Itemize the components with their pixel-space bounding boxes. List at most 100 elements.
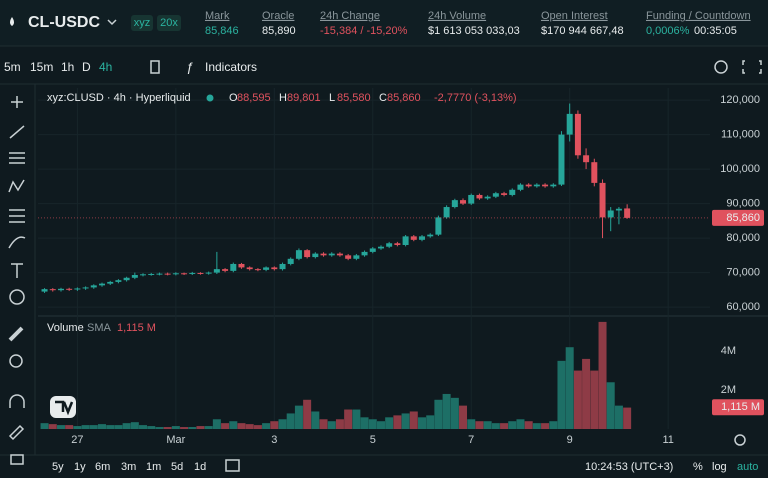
legend: xyz:CLUSD · 4h · Hyperliquid <box>47 92 191 104</box>
tool[interactable] <box>9 209 25 223</box>
tool[interactable] <box>11 96 23 108</box>
x-tick-label: Mar <box>166 434 185 446</box>
volume-bar <box>590 370 599 429</box>
candle-body <box>263 267 270 270</box>
stat-label: 24h Change <box>320 10 380 22</box>
volume-bar <box>237 423 246 429</box>
volume-bar <box>294 405 303 429</box>
y-tick-label: 4M <box>721 345 736 357</box>
tool[interactable] <box>9 354 23 368</box>
stat-value: $1 613 053 033,03 <box>428 25 520 37</box>
volume-bar <box>385 417 394 429</box>
volume-bar <box>549 421 558 429</box>
fx-icon[interactable]: ƒ <box>186 59 193 74</box>
search-icon[interactable] <box>714 60 728 74</box>
badge <box>131 15 153 31</box>
chevron[interactable] <box>107 19 117 26</box>
volume-bar <box>245 424 254 429</box>
tool[interactable] <box>10 454 24 465</box>
volume-bar <box>229 421 238 429</box>
range[interactable]: 5y <box>52 461 64 473</box>
scale-option[interactable]: auto <box>737 461 758 473</box>
candle-icon[interactable] <box>150 60 160 74</box>
y-tick-label: 2M <box>721 384 736 396</box>
tool[interactable] <box>9 125 25 139</box>
stat-label: Funding / Countdown <box>646 10 751 22</box>
tool[interactable] <box>8 424 25 441</box>
volume-bar <box>450 397 459 429</box>
interval[interactable]: 15m <box>30 60 53 74</box>
tool[interactable] <box>9 289 25 305</box>
scale-option[interactable]: % <box>693 461 703 473</box>
interval[interactable]: 1h <box>61 60 74 74</box>
candle-body <box>558 134 565 185</box>
volume-bar <box>344 409 353 429</box>
tool[interactable] <box>8 236 26 249</box>
candle-body <box>99 283 105 286</box>
volume-bar <box>434 399 443 429</box>
range[interactable]: 1d <box>194 461 206 473</box>
volume-bar <box>614 405 623 429</box>
volume-bar <box>459 405 468 429</box>
volume-bar <box>524 421 533 429</box>
interval[interactable]: D <box>82 60 91 74</box>
range[interactable]: 3m <box>121 461 136 473</box>
left-tools <box>8 96 26 465</box>
volume-bar <box>114 425 123 429</box>
candle-body <box>156 273 163 275</box>
sma-value-label: 1,115 M <box>721 401 760 413</box>
candle-body <box>189 272 196 274</box>
tool[interactable] <box>8 326 24 342</box>
badge <box>157 15 181 31</box>
volume-title: Volume <box>47 322 84 334</box>
tool[interactable] <box>11 263 23 278</box>
volume-bar <box>401 413 410 429</box>
badge-text: xyz <box>134 17 151 29</box>
settings-icon[interactable] <box>734 434 746 446</box>
volume-bar <box>73 426 82 429</box>
volume-bar <box>360 417 369 429</box>
tool[interactable] <box>9 152 25 164</box>
ohlc-key: O <box>229 92 238 104</box>
candle-body <box>238 263 245 268</box>
interval[interactable]: 5m <box>4 60 21 74</box>
tool[interactable] <box>9 394 25 408</box>
fullscreen-icon[interactable] <box>742 60 762 74</box>
scale-option[interactable]: log <box>712 461 727 473</box>
range[interactable]: 5d <box>171 461 183 473</box>
stat-label: 24h Volume <box>428 10 486 22</box>
candle-body <box>566 113 573 135</box>
candle-body <box>492 193 499 197</box>
x-tick-label: 9 <box>567 434 573 446</box>
range[interactable]: 1m <box>146 461 161 473</box>
volume-bar <box>204 426 213 429</box>
candle-body <box>369 248 376 252</box>
ohlc-key: L <box>329 92 335 104</box>
candle-body <box>66 288 73 290</box>
volume-bar <box>565 347 574 429</box>
indicators[interactable]: Indicators <box>205 60 257 74</box>
volume-bar <box>303 399 312 429</box>
candle-body <box>213 269 220 273</box>
candle-body <box>377 246 384 249</box>
ohlc-value: 85,860 <box>387 92 421 104</box>
interval[interactable]: 4h <box>99 60 112 74</box>
candle-body <box>287 258 294 264</box>
header-bg <box>0 0 768 46</box>
volume-bar <box>139 425 148 429</box>
candle-body <box>517 184 524 190</box>
candle-body <box>419 236 425 240</box>
calendar-icon[interactable] <box>225 459 240 472</box>
candle-body <box>484 196 491 199</box>
range[interactable]: 1y <box>74 461 86 473</box>
symbol[interactable]: CL-USDC <box>28 14 100 31</box>
ohlc-value: 85,580 <box>337 92 371 104</box>
tool[interactable] <box>8 179 25 193</box>
y-tick-label: 70,000 <box>726 267 760 279</box>
last-price-label: 85,860 <box>726 212 760 224</box>
candle-body <box>386 243 393 247</box>
candle-body <box>295 250 302 259</box>
volume-bar <box>130 422 139 429</box>
range[interactable]: 6m <box>95 461 110 473</box>
volume-bar <box>557 360 566 429</box>
